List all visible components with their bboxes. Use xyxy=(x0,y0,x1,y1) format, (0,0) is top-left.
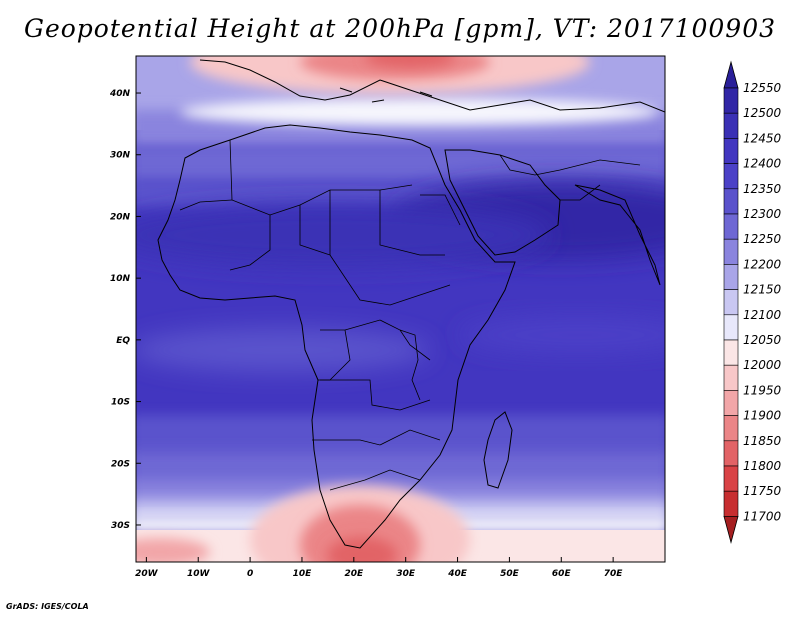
field-white-north xyxy=(180,98,660,126)
colorbar-segment xyxy=(723,264,739,290)
border-line xyxy=(299,190,331,256)
colorbar-segment xyxy=(723,390,739,416)
lon-label: 60E xyxy=(552,569,572,579)
colorbar-label: 12550 xyxy=(743,81,782,95)
colorbar-label: 12300 xyxy=(743,207,782,221)
plot-frame xyxy=(135,55,666,563)
colorbar-label: 12250 xyxy=(743,232,782,246)
colorbar-label: 11700 xyxy=(743,509,782,523)
chart-title: Geopotential Height at 200hPa [gpm], VT:… xyxy=(23,14,777,43)
field-eq-tongue-east xyxy=(460,317,665,353)
field-deepred-south xyxy=(327,537,397,562)
lat-label: 40N xyxy=(109,89,131,99)
coastlines xyxy=(157,59,665,549)
border-line xyxy=(329,469,421,491)
latitude-axis: 40N 30N 20N 10N EQ 10S 20S 30S xyxy=(109,89,141,531)
colorbar-label: 12050 xyxy=(743,333,782,347)
border-line xyxy=(329,254,451,306)
colorbar-label: 12450 xyxy=(743,131,782,145)
lat-label: EQ xyxy=(116,336,130,346)
colorbar-label: 12350 xyxy=(743,182,782,196)
colorbar-label: 11950 xyxy=(743,383,782,397)
colorbar-label: 12150 xyxy=(743,283,782,297)
lon-label: 10W xyxy=(187,569,211,579)
colorbar-label: 12400 xyxy=(743,157,782,171)
lon-label: 30E xyxy=(396,569,416,579)
colorbar-segment xyxy=(723,112,739,139)
lon-label: 0 xyxy=(247,569,253,579)
colorbar-label: 11800 xyxy=(743,459,782,473)
colorbar-label: 11900 xyxy=(743,409,782,423)
colorbar-label: 12100 xyxy=(743,308,782,322)
colorbar: 12550 12500 12450 12400 12350 12300 12250 12200… xyxy=(723,60,782,544)
colorbar-label: 11850 xyxy=(743,434,782,448)
colorbar-arrow-bottom xyxy=(723,516,739,544)
colorbar-segment xyxy=(723,440,739,467)
colorbar-label: 11750 xyxy=(743,484,782,498)
field-eq-tongue xyxy=(136,328,430,372)
colorbar-label: 12500 xyxy=(743,106,782,120)
lon-label: 40E xyxy=(447,569,468,579)
border-line xyxy=(399,329,421,401)
lat-label: 10S xyxy=(111,398,130,408)
field-deep-core-west xyxy=(136,203,550,267)
colorbar-segment xyxy=(723,465,739,492)
border-line xyxy=(560,184,601,201)
lat-label: 30N xyxy=(110,151,131,161)
colorbar-segment xyxy=(723,213,739,240)
lat-label: 10N xyxy=(110,274,131,284)
colorbar-segment xyxy=(723,490,739,517)
colorbar-segment xyxy=(723,415,739,442)
border-line xyxy=(420,194,461,226)
colorbar-segment xyxy=(723,364,739,391)
field-pink-southwest xyxy=(136,538,210,562)
colorbar-label: 12200 xyxy=(743,257,782,271)
country-borders xyxy=(179,139,641,491)
lon-label: 50E xyxy=(500,569,520,579)
arabia-coastline xyxy=(444,149,561,256)
longitude-axis: 20W 10W 0 10E 20E 30E 40E 50E 60E 70E xyxy=(135,557,623,579)
lat-label: 20N xyxy=(110,212,131,222)
colorbar-label: 12000 xyxy=(743,358,782,372)
madagascar-coastline xyxy=(483,411,513,489)
lon-label: 20W xyxy=(135,569,159,579)
mediterranean-islands xyxy=(339,87,433,103)
india-coastline xyxy=(574,184,661,286)
border-line xyxy=(179,199,233,211)
colorbar-segment xyxy=(723,163,739,190)
lon-label: 10E xyxy=(293,569,313,579)
border-line xyxy=(229,215,271,271)
colorbar-segment xyxy=(723,188,739,215)
colorbar-segment xyxy=(723,339,739,366)
lat-label: 30S xyxy=(111,521,130,531)
colorbar-segment xyxy=(723,314,739,341)
colorbar-segment xyxy=(723,138,739,164)
lon-label: 20E xyxy=(344,569,364,579)
field-deepred-north xyxy=(365,56,455,68)
colorbar-arrow-top xyxy=(723,60,739,89)
colorbar-segment xyxy=(723,238,739,265)
africa-coastline xyxy=(157,124,516,549)
border-line xyxy=(379,190,445,256)
lon-label: 70E xyxy=(604,569,624,579)
lat-label: 20S xyxy=(111,459,130,469)
border-line xyxy=(499,154,641,176)
footer-credit: GrADS: IGES/COLA xyxy=(6,602,89,611)
europe-coastline xyxy=(199,59,665,113)
colorbar-segment xyxy=(723,289,739,316)
geopotential-field xyxy=(136,56,665,562)
colorbar-segment xyxy=(723,87,739,114)
border-line xyxy=(318,379,431,411)
border-line xyxy=(312,429,441,446)
